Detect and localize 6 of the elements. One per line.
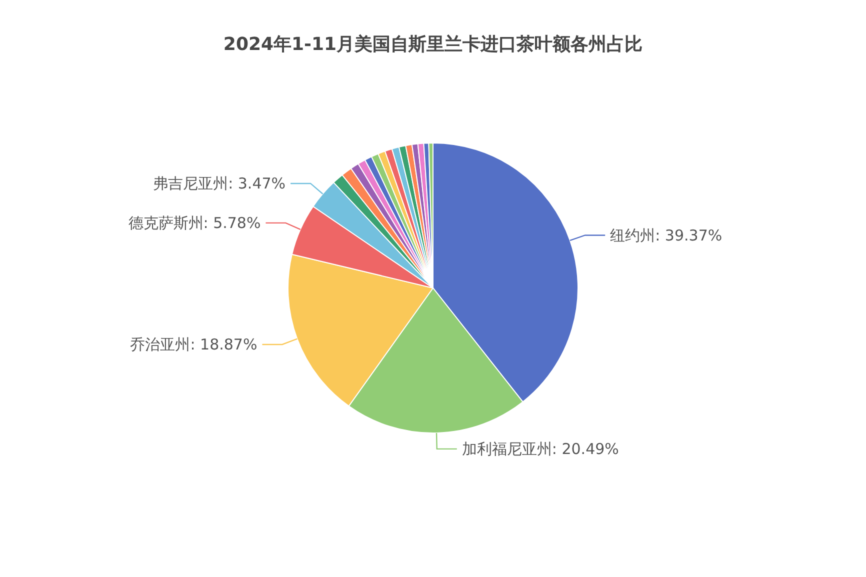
slice-label: 加利福尼亚州: 20.49%: [462, 440, 619, 458]
slice-label: 弗吉尼亚州: 3.47%: [153, 174, 286, 193]
slice-label: 德克萨斯州: 5.78%: [128, 214, 261, 232]
chart-title: 2024年1-11月美国自斯里兰卡进口茶叶额各州占比: [223, 34, 643, 55]
slice-label: 乔治亚州: 18.87%: [130, 336, 258, 354]
slice-label: 纽约州: 39.37%: [610, 226, 722, 244]
